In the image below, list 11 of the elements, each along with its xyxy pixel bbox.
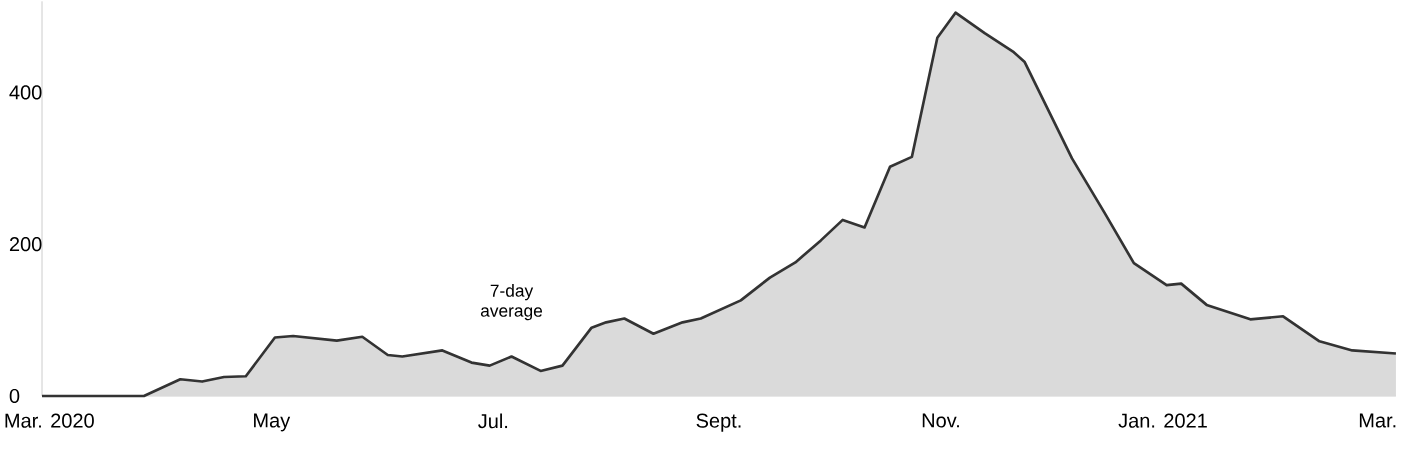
x-tick-label: Mar. [1359, 413, 1396, 428]
y-tick-label: 0 [9, 388, 20, 404]
text: 7-day average [480, 284, 543, 321]
y-tick-label: 400 [9, 85, 42, 100]
x-tick-label: Nov. [922, 413, 959, 428]
x-tick-label: Jul. [478, 413, 508, 429]
x-tick-label: May [254, 413, 291, 432]
x-tick-label: Sept. [696, 413, 741, 432]
y-tick-label: 200 [9, 237, 42, 252]
x-tick-label: Jan. 2021 [1118, 413, 1207, 428]
x-tick-label: Mar. 2020 [5, 413, 94, 428]
